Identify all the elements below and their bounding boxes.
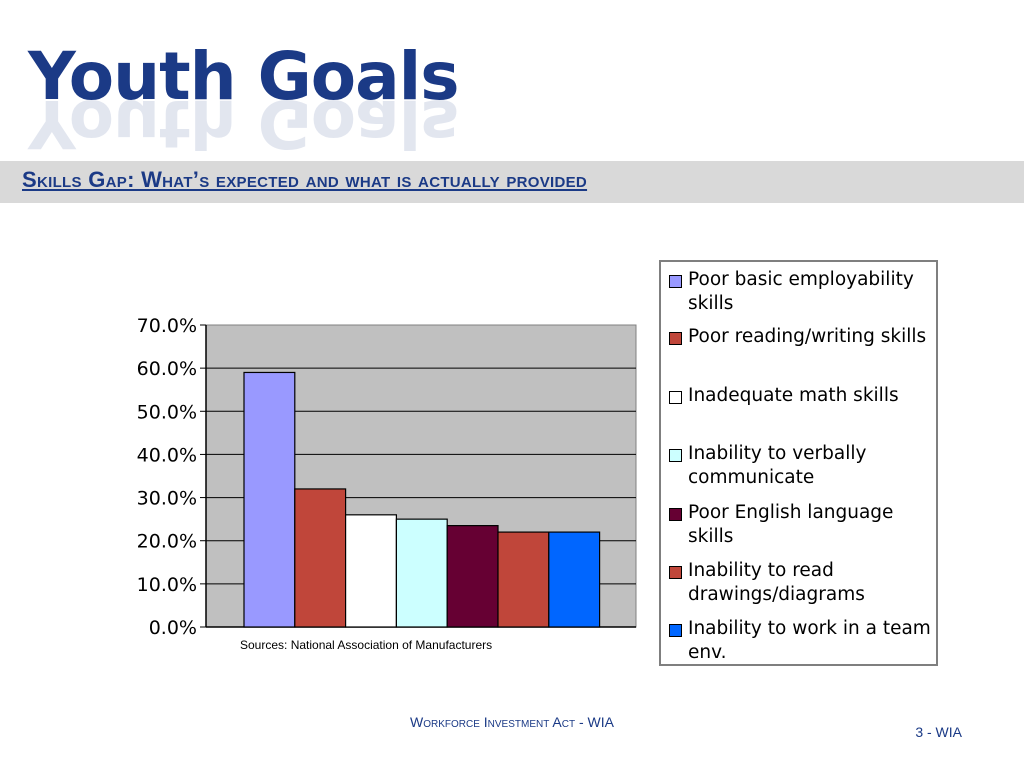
legend-swatch — [669, 391, 682, 404]
legend-item: Poor English language skills — [669, 501, 938, 549]
y-tick-label: 70.0% — [137, 315, 197, 337]
legend-label: Poor reading/writing skills — [688, 326, 927, 347]
bar — [243, 371, 296, 628]
legend-swatch — [669, 275, 682, 288]
legend-swatch — [669, 508, 682, 521]
legend-label: Poor English language skills — [688, 502, 894, 547]
legend-swatch — [669, 624, 682, 637]
y-tick-label: 20.0% — [137, 531, 197, 553]
footer-text: Workforce Investment Act - WIA — [409, 714, 614, 730]
bar — [395, 518, 448, 628]
bar — [345, 514, 398, 628]
y-tick-label: 10.0% — [137, 574, 197, 596]
bar — [497, 531, 550, 628]
legend-item: Inability to work in a team env. — [669, 617, 938, 665]
legend-item: Inability to read drawings/diagrams — [669, 559, 938, 607]
source-note: Sources: National Association of Manufac… — [240, 638, 493, 652]
y-tick-label: 0.0% — [149, 617, 197, 639]
legend-label: Inability to work in a team env. — [688, 618, 931, 663]
legend-label: Inability to verbally communicate — [688, 443, 867, 488]
legend-item: Inadequate math skills — [669, 384, 938, 408]
legend-item: Poor reading/writing skills — [669, 325, 938, 349]
slide-subtitle: Skills Gap: What’s expected and what is … — [22, 167, 588, 192]
legend-swatch — [669, 449, 682, 462]
page-number: 3 - WIA — [915, 724, 962, 740]
bar — [446, 525, 499, 628]
y-tick-label: 30.0% — [137, 488, 197, 510]
chart-legend: Poor basic employability skills Poor read… — [659, 260, 938, 666]
y-tick-label: 50.0% — [137, 401, 197, 423]
subtitle-band: Skills Gap: What’s expected and what is … — [0, 161, 1024, 203]
legend-label: Inadequate math skills — [688, 385, 899, 406]
legend-label: Poor basic employability skills — [688, 269, 914, 314]
slide-title: Youth Goals — [28, 38, 460, 115]
legend-item: Inability to verbally communicate — [669, 442, 938, 490]
legend-swatch — [669, 332, 682, 345]
bar — [294, 488, 347, 628]
bar — [548, 531, 601, 628]
legend-item: Poor basic employability skills — [669, 268, 938, 316]
legend-swatch — [669, 566, 682, 579]
legend-label: Inability to read drawings/diagrams — [688, 560, 865, 605]
y-tick-label: 40.0% — [137, 444, 197, 466]
y-tick-label: 60.0% — [137, 358, 197, 380]
